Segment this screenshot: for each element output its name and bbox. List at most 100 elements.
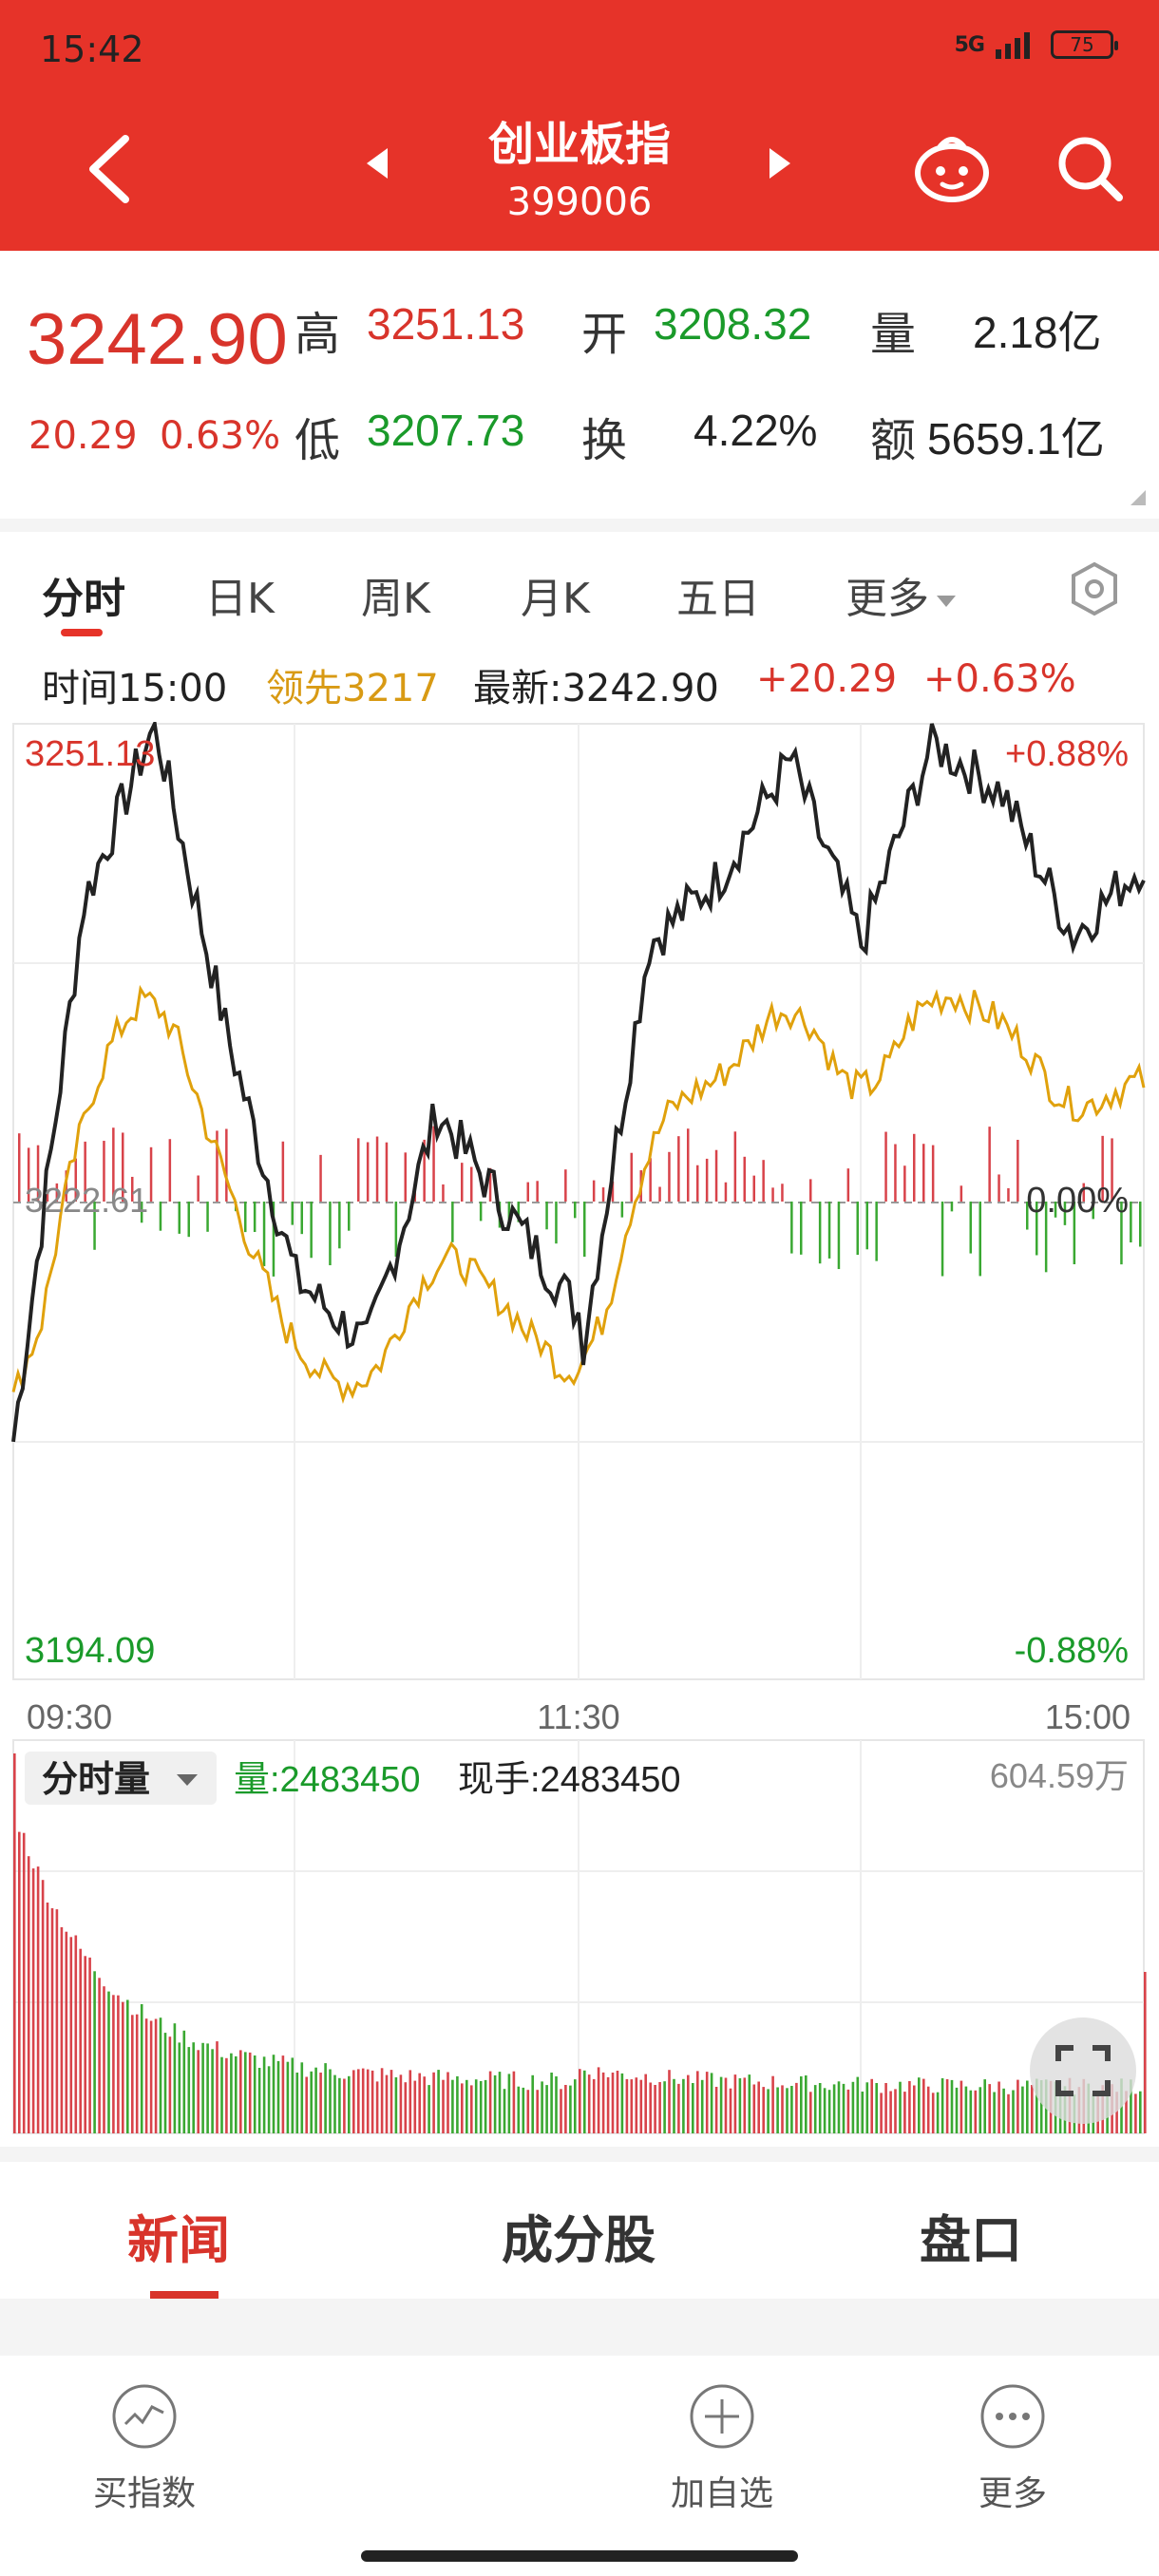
volume-bar <box>18 1133 21 1202</box>
back-icon[interactable] <box>82 133 135 205</box>
add-watchlist-button[interactable]: 加自选 <box>627 2382 817 2515</box>
volume-bar <box>677 1136 680 1202</box>
volume-selector[interactable] <box>25 1752 217 1805</box>
buy-index-label: 买指数 <box>92 2474 196 2513</box>
volume-bar <box>408 2070 412 2133</box>
volume-bar <box>583 1202 586 1258</box>
volume-bar <box>112 1995 115 2133</box>
expand-corner-icon[interactable] <box>1130 490 1146 505</box>
volume-bar <box>22 1832 26 2133</box>
volume-bar <box>564 2085 567 2133</box>
volume-bar <box>832 2084 836 2133</box>
chart-card: 分时 日K 周K 月K 五日 更多 时间15:00 领先3217 最新:3242… <box>0 532 1159 2147</box>
volume-bar <box>922 1144 925 1202</box>
top-pct-label: +0.88% <box>1005 734 1129 774</box>
tab-order-book[interactable]: 盘口 <box>920 2210 1022 2270</box>
volume-bar <box>239 2050 242 2133</box>
volume-bar <box>1115 2092 1118 2133</box>
volume-bar <box>488 2071 492 2133</box>
index-code: 399006 <box>506 180 653 224</box>
intraday-price-chart[interactable]: 3251.13 3222.61 3194.09 +0.88% 0.00% -0.… <box>0 722 1159 1767</box>
volume-bar <box>668 2070 671 2133</box>
volume-bar <box>870 2078 873 2133</box>
high-label: 高 <box>294 308 341 361</box>
volume-bar <box>790 2086 793 2133</box>
volume-bar <box>343 2078 346 2133</box>
tab-constituents[interactable]: 成分股 <box>502 2210 656 2270</box>
volume-bar <box>536 2090 539 2133</box>
volume-bar <box>800 2076 803 2133</box>
volume-bar <box>978 2087 982 2133</box>
volume-bar <box>272 2055 276 2133</box>
volume-bar <box>733 2074 737 2133</box>
chevron-down-icon <box>177 1774 198 1786</box>
volume-bar <box>50 1908 54 2133</box>
volume-bar <box>163 2033 167 2133</box>
search-icon[interactable] <box>1054 133 1125 203</box>
add-watchlist-label: 加自选 <box>670 2474 773 2513</box>
more-label: 更多 <box>978 2474 1047 2513</box>
volume-bar <box>140 1202 143 1223</box>
volume-bar <box>795 2082 798 2133</box>
volume-chart[interactable]: 分时量 量:2483450 现手:2483450 604.59万 <box>0 1738 1159 2137</box>
volume-bar <box>333 2074 336 2133</box>
info-change: +20.29 <box>756 657 898 701</box>
fullscreen-button[interactable] <box>1030 2017 1136 2124</box>
volume-bar <box>380 2068 384 2133</box>
volume-bar <box>187 2047 191 2133</box>
price-line <box>11 722 1146 1443</box>
robot-assistant-icon[interactable] <box>912 131 992 203</box>
network-icon: 5G <box>954 32 985 57</box>
settings-icon[interactable] <box>1068 560 1121 617</box>
volume-bar <box>244 1202 247 1233</box>
volume-bar <box>27 1147 30 1202</box>
volume-bar <box>131 1176 134 1202</box>
volume-bar <box>630 2079 634 2133</box>
volume-bar <box>442 2079 445 2133</box>
volume-bar <box>79 1948 82 2133</box>
info-pct: +0.63% <box>923 657 1076 701</box>
volume-bar <box>522 2087 525 2133</box>
volume-bar <box>555 2076 558 2133</box>
volume-bar <box>705 1158 709 1202</box>
news-tabs: 新闻 成分股 盘口 <box>0 2162 1159 2299</box>
tab-five-day[interactable]: 五日 <box>676 575 760 623</box>
buy-index-button[interactable]: 买指数 <box>49 2382 239 2515</box>
volume-bar <box>710 2073 713 2133</box>
volume-max-label: 604.59万 <box>990 1756 1129 1795</box>
volume-bar <box>206 1202 209 1232</box>
tab-news[interactable]: 新闻 <box>127 2210 230 2270</box>
volume-selector-label: 分时量 <box>42 1760 150 1800</box>
volume-bar <box>1134 2093 1137 2133</box>
volume-bar <box>55 1909 59 2133</box>
volume-bar <box>1016 1139 1019 1202</box>
more-button[interactable]: 更多 <box>918 2382 1108 2515</box>
next-index-button[interactable] <box>770 148 790 179</box>
volume-bar <box>168 2036 172 2133</box>
tab-weekly-k[interactable]: 周K <box>361 575 430 623</box>
volume-bar <box>390 2070 393 2133</box>
volume-bar <box>757 2081 760 2133</box>
volume-bar <box>173 2023 177 2133</box>
tab-intraday[interactable]: 分时 <box>42 575 125 623</box>
tab-more[interactable]: 更多 <box>846 564 956 625</box>
volume-bar <box>1130 2079 1132 2133</box>
volume-bar <box>805 2075 808 2133</box>
turnover-label: 换 <box>581 414 628 467</box>
volume-bar <box>964 2086 968 2133</box>
volume-bar <box>36 1145 40 1202</box>
tab-daily-k[interactable]: 日K <box>205 575 275 623</box>
volume-bar <box>456 2075 459 2133</box>
volume-bar <box>837 1202 841 1270</box>
lead-index-line <box>11 984 1146 1405</box>
volume-bar <box>714 1149 718 1202</box>
volume-bar <box>385 1142 389 1202</box>
chart-tabs: 分时 日K 周K 月K 五日 更多 <box>0 532 1159 648</box>
tab-monthly-k[interactable]: 月K <box>521 575 590 623</box>
prev-index-button[interactable] <box>367 148 388 179</box>
volume-bar <box>144 2018 148 2133</box>
volume-bar <box>517 1202 520 1222</box>
volume-bar <box>926 2086 930 2133</box>
volume-bar <box>611 1181 615 1202</box>
